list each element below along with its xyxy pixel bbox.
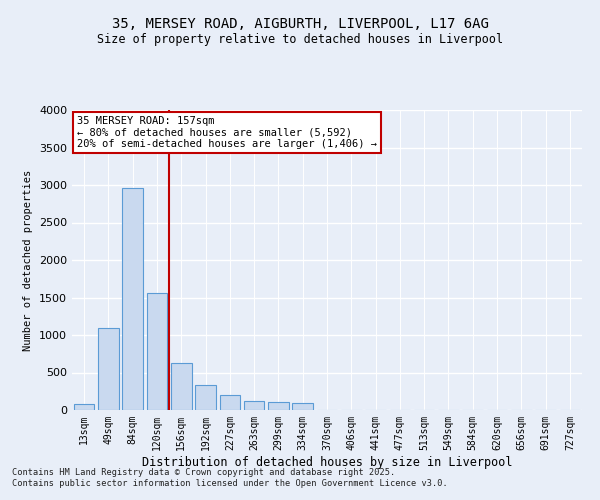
Y-axis label: Number of detached properties: Number of detached properties xyxy=(23,170,34,350)
Bar xyxy=(171,363,191,410)
Bar xyxy=(122,188,143,410)
Bar xyxy=(146,293,167,410)
Bar xyxy=(244,401,265,410)
Bar xyxy=(98,328,119,410)
Text: 35, MERSEY ROAD, AIGBURTH, LIVERPOOL, L17 6AG: 35, MERSEY ROAD, AIGBURTH, LIVERPOOL, L1… xyxy=(112,18,488,32)
X-axis label: Distribution of detached houses by size in Liverpool: Distribution of detached houses by size … xyxy=(142,456,512,468)
Text: Contains HM Land Registry data © Crown copyright and database right 2025.
Contai: Contains HM Land Registry data © Crown c… xyxy=(12,468,448,487)
Bar xyxy=(292,402,313,410)
Text: Size of property relative to detached houses in Liverpool: Size of property relative to detached ho… xyxy=(97,32,503,46)
Bar xyxy=(74,404,94,410)
Text: 35 MERSEY ROAD: 157sqm
← 80% of detached houses are smaller (5,592)
20% of semi-: 35 MERSEY ROAD: 157sqm ← 80% of detached… xyxy=(77,116,377,149)
Bar xyxy=(220,395,240,410)
Bar xyxy=(195,384,216,410)
Bar xyxy=(268,402,289,410)
